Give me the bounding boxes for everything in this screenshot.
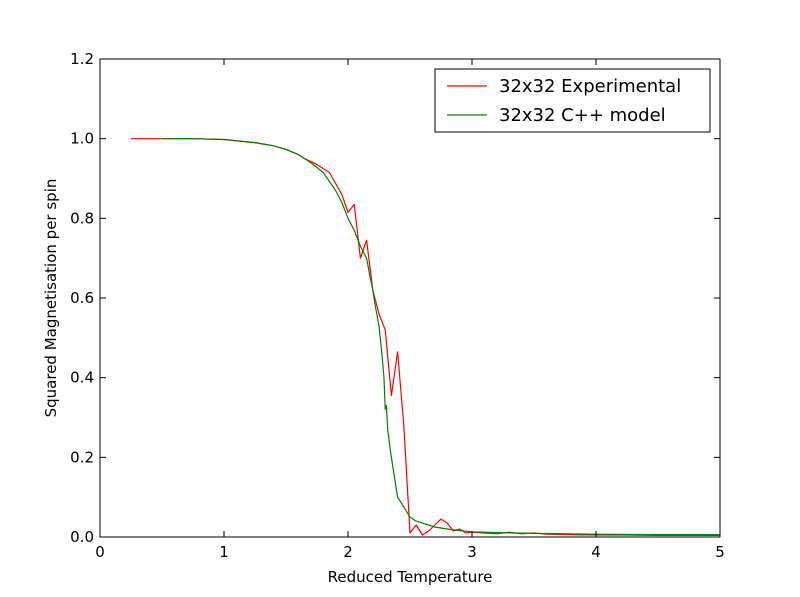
legend-label-experimental: 32x32 Experimental [499, 76, 681, 97]
y-tick-label: 0.8 [70, 209, 94, 227]
x-axis-label: Reduced Temperature [328, 568, 493, 586]
y-tick-label: 1.0 [70, 130, 94, 148]
series-layer [131, 138, 720, 537]
tick-labels-layer: 0 1 2 3 4 5 0.0 0.2 0.4 0.6 0.8 1.0 1.2 [70, 50, 725, 561]
x-tick-label: 0 [95, 543, 105, 561]
series-line-1 [162, 138, 720, 536]
y-tick-label: 0.4 [70, 369, 94, 387]
y-tick-label: 0.2 [70, 448, 94, 466]
y-tick-label: 0.6 [70, 289, 94, 307]
x-tick-label: 1 [219, 543, 229, 561]
x-tick-label: 4 [591, 543, 601, 561]
legend: 32x32 Experimental 32x32 C++ model [434, 68, 711, 133]
y-axis-label: Squared Magnetisation per spin [42, 179, 60, 418]
y-tick-label: 1.2 [70, 50, 94, 68]
legend-label-cpp-model: 32x32 C++ model [499, 105, 666, 126]
x-tick-label: 2 [343, 543, 353, 561]
legend-box [434, 68, 711, 133]
x-tick-label: 5 [715, 543, 725, 561]
y-tick-label: 0.0 [70, 528, 94, 546]
ticks-layer [99, 58, 721, 538]
x-tick-label: 3 [467, 543, 477, 561]
